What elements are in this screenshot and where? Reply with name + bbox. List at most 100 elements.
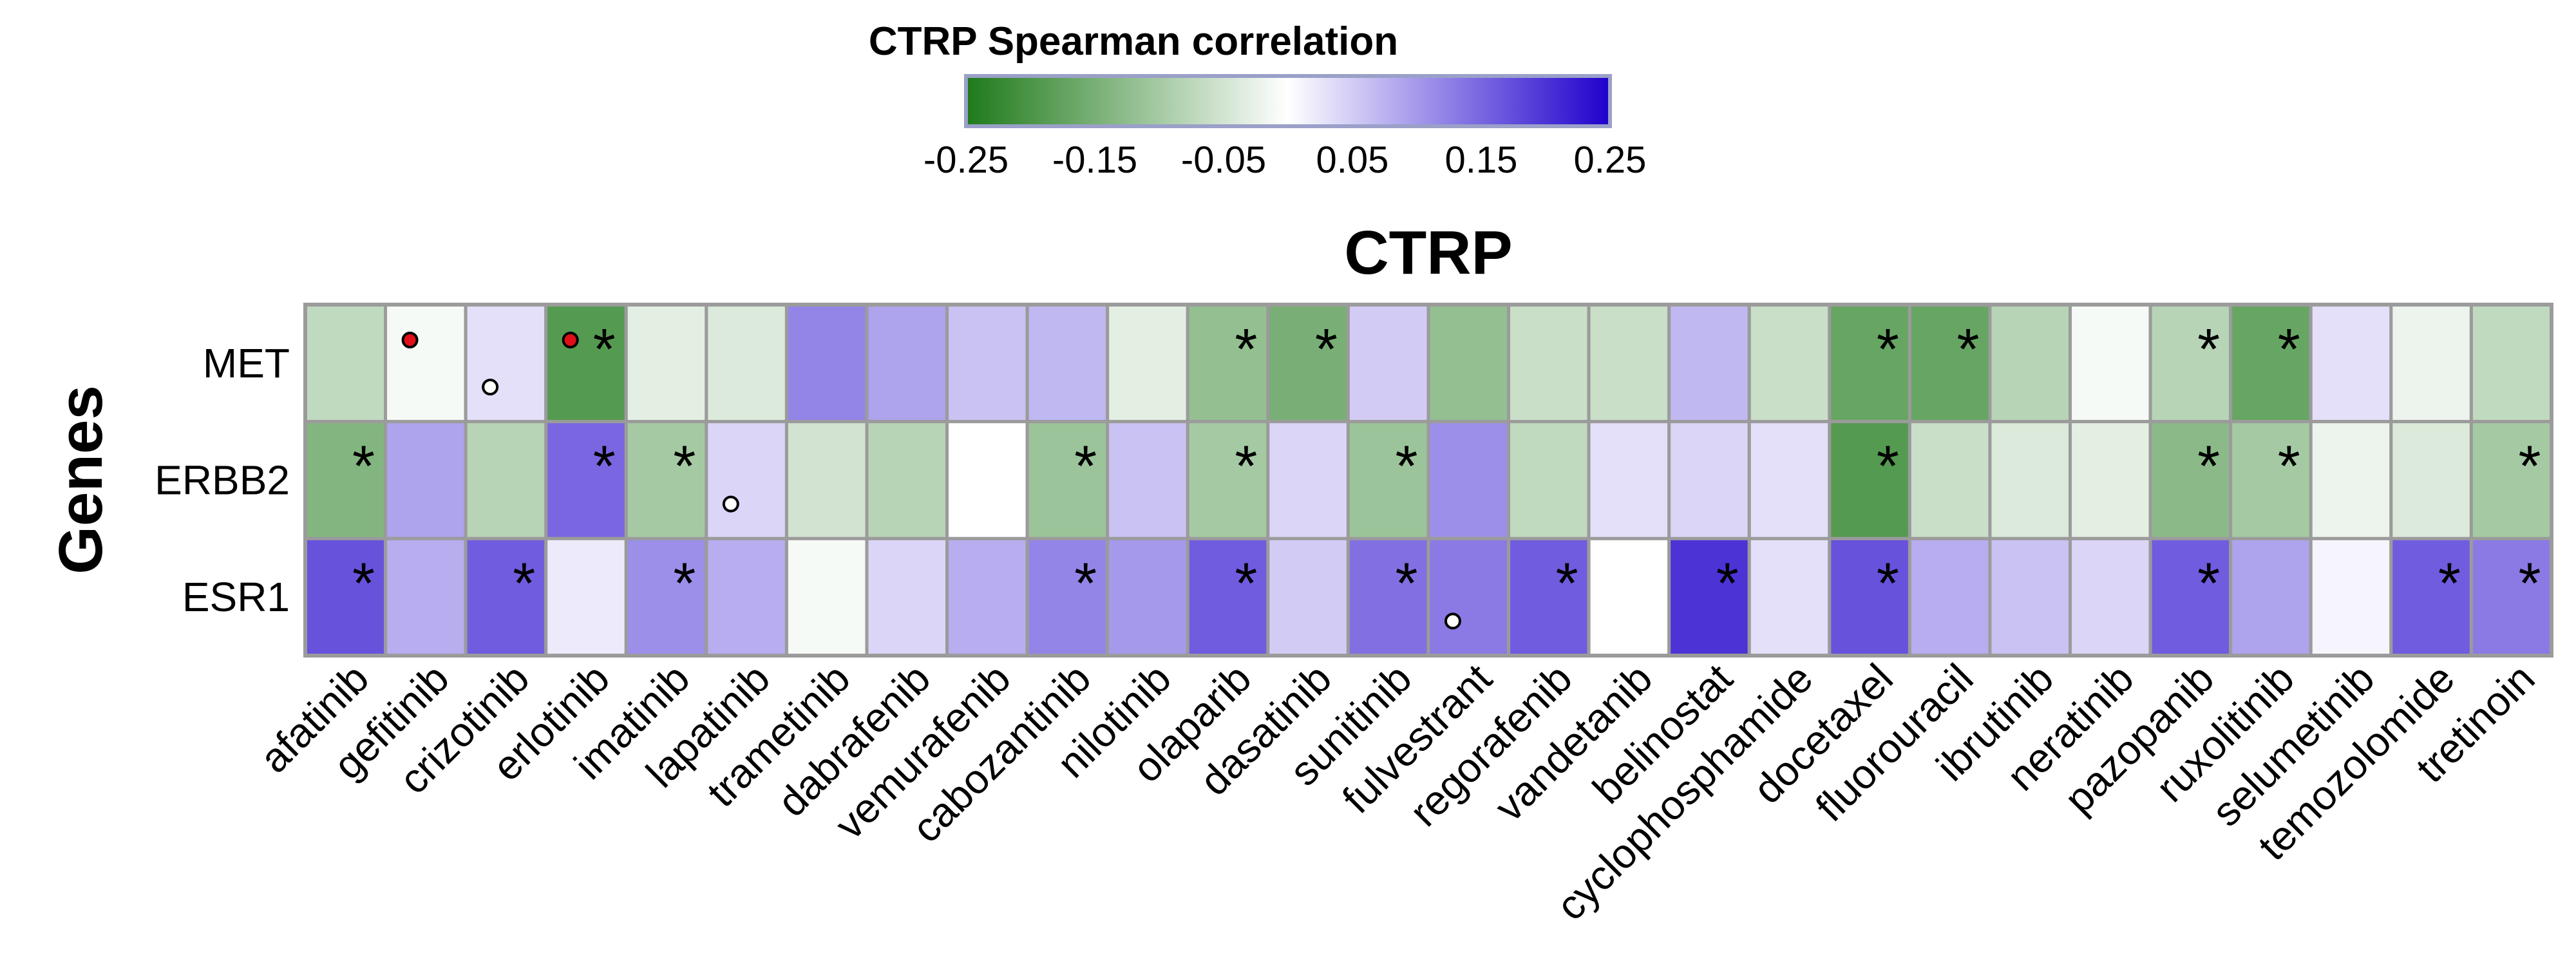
heatmap-cell bbox=[1988, 536, 2072, 658]
heatmap-cell bbox=[2069, 536, 2152, 658]
heatmap-cell bbox=[2389, 303, 2473, 424]
heatmap-cell bbox=[1426, 420, 1511, 540]
significance-star: * bbox=[2197, 435, 2220, 499]
heatmap-cell bbox=[865, 303, 949, 424]
heatmap-cell bbox=[1828, 303, 1911, 424]
significance-star: * bbox=[1315, 317, 1338, 382]
significance-star: * bbox=[2278, 435, 2300, 499]
significance-star: * bbox=[1556, 551, 1578, 616]
heatmap-cell bbox=[544, 536, 628, 658]
significance-star: * bbox=[513, 551, 535, 616]
legend-tick-label: 0.25 bbox=[1574, 139, 1647, 181]
heatmap-cell bbox=[2229, 420, 2313, 540]
heatmap-cell bbox=[1266, 420, 1350, 540]
heatmap-cell bbox=[1507, 420, 1591, 540]
heatmap-cell bbox=[2229, 536, 2313, 658]
significance-star: * bbox=[673, 551, 696, 616]
heatmap-cell bbox=[1025, 303, 1110, 424]
significance-star: * bbox=[2518, 435, 2541, 499]
significance-star: * bbox=[352, 435, 375, 499]
heatmap-cell bbox=[384, 303, 468, 424]
heatmap-cell bbox=[784, 420, 869, 540]
heatmap-cell bbox=[1186, 536, 1270, 658]
heatmap-cell bbox=[303, 420, 388, 540]
heatmap-cell bbox=[1667, 303, 1751, 424]
heatmap-cell bbox=[784, 303, 869, 424]
legend-tick-label: 0.15 bbox=[1445, 139, 1518, 181]
heatmap-cell bbox=[1106, 303, 1189, 424]
heatmap-frame bbox=[303, 303, 2553, 658]
significance-star: * bbox=[352, 551, 375, 616]
heatmap-cell bbox=[2469, 420, 2553, 540]
significance-star: * bbox=[593, 317, 616, 382]
significance-star: * bbox=[1716, 551, 1739, 616]
heatmap-cell bbox=[2069, 420, 2152, 540]
heatmap-cell bbox=[2309, 536, 2393, 658]
heatmap-annotations: * * * * * * * * * * * * * * * * * * * * * * * * * * * * * bbox=[352, 317, 2541, 630]
significance-star: * bbox=[1956, 317, 1979, 382]
row-labels: MET ERBB2 ESR1 bbox=[155, 340, 290, 620]
panel-title: CTRP bbox=[1344, 218, 1512, 287]
heatmap-cell bbox=[1346, 420, 1430, 540]
significance-star: * bbox=[2438, 551, 2461, 616]
heatmap-cell bbox=[1587, 536, 1671, 658]
heatmap-cell bbox=[464, 303, 548, 424]
heatmap-cell bbox=[1587, 303, 1671, 424]
heatmap-cell bbox=[303, 303, 388, 424]
heatmap-cell bbox=[1106, 420, 1189, 540]
heatmap-cell bbox=[1828, 420, 1911, 540]
significance-star: * bbox=[1074, 551, 1097, 616]
heatmap-cell bbox=[2309, 303, 2393, 424]
significance-star: * bbox=[2518, 551, 2541, 616]
significance-star: * bbox=[2278, 317, 2300, 382]
significance-star: * bbox=[2197, 551, 2220, 616]
significance-star: * bbox=[1235, 317, 1257, 382]
open-circle-marker bbox=[482, 379, 499, 395]
legend-ticks: -0.25 -0.15 -0.05 0.05 0.15 0.25 bbox=[923, 139, 1647, 181]
legend-tick-label: -0.25 bbox=[923, 139, 1009, 181]
heatmap-cell bbox=[1426, 536, 1511, 658]
heatmap-cell bbox=[705, 420, 788, 540]
heatmap-cell bbox=[464, 536, 548, 658]
heatmap-cell bbox=[945, 303, 1029, 424]
significance-star: * bbox=[1877, 551, 1899, 616]
significance-star: * bbox=[1877, 435, 1899, 499]
heatmap-cell bbox=[1988, 420, 2072, 540]
heatmap-cell bbox=[2469, 303, 2553, 424]
heatmap-cell bbox=[2389, 420, 2473, 540]
heatmap-cell bbox=[2069, 303, 2152, 424]
significance-star: * bbox=[1235, 551, 1257, 616]
open-circle-marker bbox=[722, 495, 739, 513]
heatmap-cell bbox=[624, 536, 708, 658]
heatmap-cell bbox=[1186, 303, 1270, 424]
red-dot-marker bbox=[562, 332, 579, 348]
row-label: MET bbox=[203, 340, 290, 386]
heatmap-cell bbox=[1667, 420, 1751, 540]
heatmap-cell bbox=[1908, 536, 1992, 658]
heatmap-cell bbox=[1747, 536, 1832, 658]
legend-title: CTRP Spearman correlation bbox=[869, 19, 1398, 64]
heatmap-cell bbox=[1747, 420, 1832, 540]
significance-star: * bbox=[1395, 435, 1417, 499]
row-label: ESR1 bbox=[182, 574, 290, 620]
heatmap-cell bbox=[2309, 420, 2393, 540]
heatmap-cell bbox=[705, 303, 788, 424]
heatmap-cell bbox=[464, 420, 548, 540]
heatmap-cell bbox=[1507, 303, 1591, 424]
heatmap-cell bbox=[1346, 303, 1430, 424]
heatmap-cell bbox=[1426, 303, 1511, 424]
heatmap-cell bbox=[705, 536, 788, 658]
heatmap-cell bbox=[1908, 420, 1992, 540]
significance-star: * bbox=[1074, 435, 1097, 499]
heatmap-cell bbox=[624, 303, 708, 424]
heatmap-cell bbox=[384, 536, 468, 658]
heatmap-cell bbox=[945, 536, 1029, 658]
legend: CTRP Spearman correlation -0.25 -0.15 -0.0… bbox=[869, 19, 1647, 181]
legend-tick-label: -0.15 bbox=[1052, 139, 1137, 181]
heatmap-cell bbox=[1828, 536, 1911, 658]
significance-star: * bbox=[593, 435, 616, 499]
column-labels: afatinibgefitinibcrizotiniberlotinibimat… bbox=[251, 655, 2543, 929]
legend-tick-label: -0.05 bbox=[1181, 139, 1266, 181]
significance-star: * bbox=[1395, 551, 1417, 616]
